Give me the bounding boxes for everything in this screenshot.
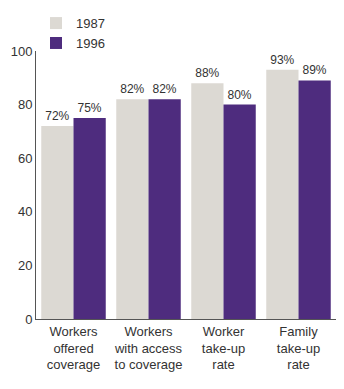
svg-text:Workerswith accessto coverage: Workerswith accessto coverage: [114, 324, 183, 373]
svg-text:82%: 82%: [152, 82, 176, 96]
svg-text:93%: 93%: [270, 53, 294, 67]
svg-text:0: 0: [25, 312, 32, 327]
svg-text:80: 80: [18, 97, 32, 112]
svg-text:88%: 88%: [195, 66, 219, 80]
svg-text:Familytake-uprate: Familytake-uprate: [277, 324, 320, 373]
svg-text:20: 20: [18, 258, 32, 273]
svg-text:75%: 75%: [77, 101, 101, 115]
svg-text:80%: 80%: [227, 88, 251, 102]
svg-text:1996: 1996: [76, 36, 105, 51]
svg-text:Workersofferedcoverage: Workersofferedcoverage: [47, 324, 100, 373]
svg-text:60: 60: [18, 151, 32, 166]
svg-text:100: 100: [11, 44, 33, 59]
svg-text:1987: 1987: [76, 16, 105, 31]
svg-text:40: 40: [18, 204, 32, 219]
svg-text:72%: 72%: [45, 109, 69, 123]
svg-text:89%: 89%: [302, 63, 326, 77]
svg-text:82%: 82%: [120, 82, 144, 96]
svg-text:Workertake-uprate: Workertake-uprate: [202, 324, 245, 373]
